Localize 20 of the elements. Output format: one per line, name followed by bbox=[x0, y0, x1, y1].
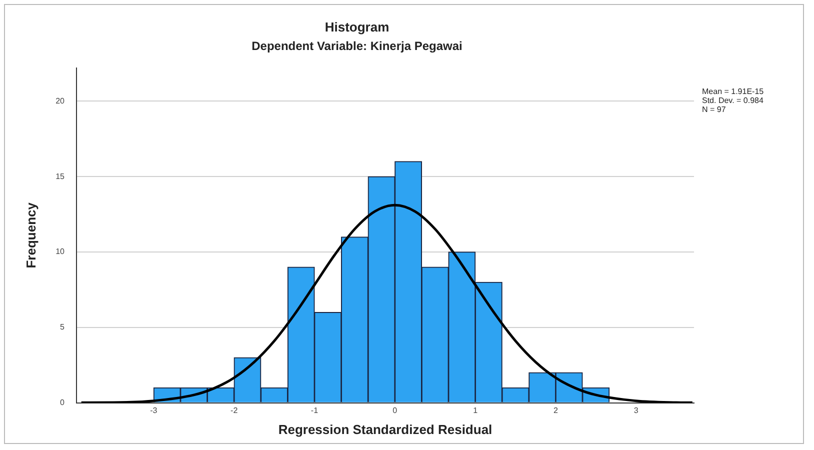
chart-subtitle: Dependent Variable: Kinerja Pegawai bbox=[252, 39, 462, 54]
text: Mean = 1.91E-15 bbox=[702, 87, 764, 96]
x-tick-label: 0 bbox=[392, 406, 398, 415]
y-tick-label: 20 bbox=[56, 96, 66, 106]
x-tick-label: 2 bbox=[553, 406, 558, 415]
y-tick-label: 10 bbox=[56, 247, 66, 256]
y-axis-title: Frequency bbox=[23, 202, 38, 268]
x-tick-label: 3 bbox=[634, 406, 639, 415]
text: N = 97 bbox=[702, 105, 726, 114]
y-tick-label: 5 bbox=[60, 322, 66, 332]
line-series bbox=[80, 204, 694, 403]
y-tick-label: 15 bbox=[56, 172, 66, 181]
x-tick-label: -3 bbox=[150, 406, 158, 415]
text: Std. Dev. = 0.984 bbox=[702, 96, 764, 106]
y-tick-label: 0 bbox=[60, 398, 66, 408]
x-tick-label: -2 bbox=[230, 406, 238, 415]
x-tick-label: -1 bbox=[310, 406, 319, 415]
x-axis-title: Regression Standardized Residual bbox=[278, 422, 492, 437]
x-tick-label: 1 bbox=[473, 406, 478, 415]
chart-title: Histogram bbox=[324, 19, 390, 34]
